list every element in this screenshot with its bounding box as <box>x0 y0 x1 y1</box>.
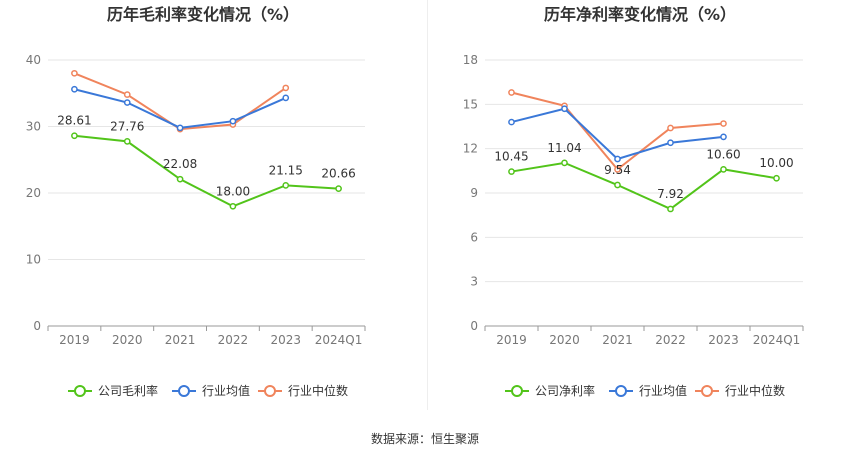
data-point-industry_avg <box>614 155 621 163</box>
legend-label: 公司毛利率 <box>98 383 158 398</box>
y-tick-label: 20 <box>26 186 41 200</box>
data-point-company <box>71 132 78 140</box>
data-label: 20.66 <box>321 167 355 181</box>
data-source-note: 数据来源：恒生聚源 <box>370 432 479 446</box>
data-point-industry_avg <box>229 117 237 125</box>
data-point-company <box>508 168 515 175</box>
x-tick-label: 2024Q1 <box>315 333 363 347</box>
data-point-company <box>667 205 674 213</box>
data-point-industry_median <box>614 166 621 173</box>
series-line-industry_avg <box>74 88 287 129</box>
data-point-industry_avg <box>508 118 515 126</box>
data-point-company <box>282 182 290 189</box>
data-point-industry_median <box>71 69 78 77</box>
data-point-company <box>123 138 131 145</box>
x-tick-label: 2023 <box>708 333 739 347</box>
x-tick-label: 2022 <box>655 333 686 347</box>
y-tick-label: 30 <box>26 120 41 134</box>
data-label: 9.54 <box>604 163 631 177</box>
legend-label: 公司净利率 <box>535 383 595 398</box>
data-label: 27.76 <box>110 119 144 133</box>
y-tick-label: 3 <box>470 275 478 289</box>
data-label: 10.45 <box>494 150 528 164</box>
data-point-company <box>561 159 568 167</box>
x-tick-label: 2019 <box>59 333 90 347</box>
legend-label: 行业均值 <box>202 383 250 398</box>
data-point-industry_median <box>508 89 515 96</box>
legend-marker-circle <box>74 385 86 397</box>
data-point-industry_median <box>282 84 290 92</box>
data-label: 10.00 <box>759 156 793 170</box>
y-tick-label: 18 <box>463 53 478 67</box>
legend-marker-circle <box>511 385 523 397</box>
data-label: 11.04 <box>547 141 581 155</box>
x-tick-label: 2021 <box>165 333 196 347</box>
x-tick-label: 2020 <box>112 333 143 347</box>
legend-label: 行业中位数 <box>288 383 348 398</box>
legend-marker-circle <box>615 385 627 397</box>
data-label: 28.61 <box>57 114 91 128</box>
data-point-industry_avg <box>282 94 290 102</box>
y-tick-label: 9 <box>470 186 478 200</box>
chart-title: 历年净利率变化情况（%） <box>544 5 736 24</box>
data-point-industry_avg <box>667 139 674 147</box>
x-tick-label: 2024Q1 <box>753 333 801 347</box>
data-label: 10.60 <box>706 147 740 161</box>
data-point-company <box>614 181 621 189</box>
data-point-industry_avg <box>123 99 131 106</box>
data-point-industry_median <box>123 91 131 98</box>
x-tick-label: 2022 <box>218 333 249 347</box>
y-tick-label: 0 <box>33 319 41 333</box>
legend-marker-circle <box>701 385 713 397</box>
series-line-industry_avg <box>511 107 724 161</box>
data-point-company <box>720 166 727 173</box>
data-point-industry_avg <box>176 124 184 132</box>
y-tick-label: 6 <box>470 230 478 244</box>
x-tick-label: 2020 <box>549 333 580 347</box>
series-line-industry_median <box>74 72 287 131</box>
x-tick-label: 2019 <box>496 333 527 347</box>
data-point-company <box>335 185 342 192</box>
y-tick-label: 12 <box>463 142 478 156</box>
chart-title: 历年毛利率变化情况（%） <box>107 5 299 24</box>
data-point-industry_avg <box>71 85 78 93</box>
legend-marker-circle <box>178 385 190 397</box>
y-tick-label: 10 <box>26 253 41 267</box>
series-line-company <box>511 161 777 211</box>
y-tick-label: 40 <box>26 53 41 67</box>
data-point-company <box>229 202 237 210</box>
data-label: 7.92 <box>657 187 684 201</box>
x-tick-label: 2021 <box>602 333 633 347</box>
data-point-industry_median <box>720 120 727 127</box>
data-label: 21.15 <box>269 163 303 177</box>
data-point-industry_avg <box>561 105 568 113</box>
y-tick-label: 15 <box>463 97 478 111</box>
panel-divider <box>427 0 428 410</box>
data-label: 18.00 <box>216 184 250 198</box>
legend-label: 行业均值 <box>639 383 687 398</box>
series-line-company <box>74 134 339 208</box>
y-tick-label: 0 <box>470 319 478 333</box>
legend-marker-circle <box>264 385 276 397</box>
x-tick-label: 2023 <box>270 333 301 347</box>
data-point-company <box>773 174 780 182</box>
data-point-company <box>176 175 184 183</box>
legend-label: 行业中位数 <box>725 383 785 398</box>
data-point-industry_median <box>667 124 674 132</box>
data-point-industry_avg <box>720 133 727 141</box>
data-label: 22.08 <box>163 157 197 171</box>
